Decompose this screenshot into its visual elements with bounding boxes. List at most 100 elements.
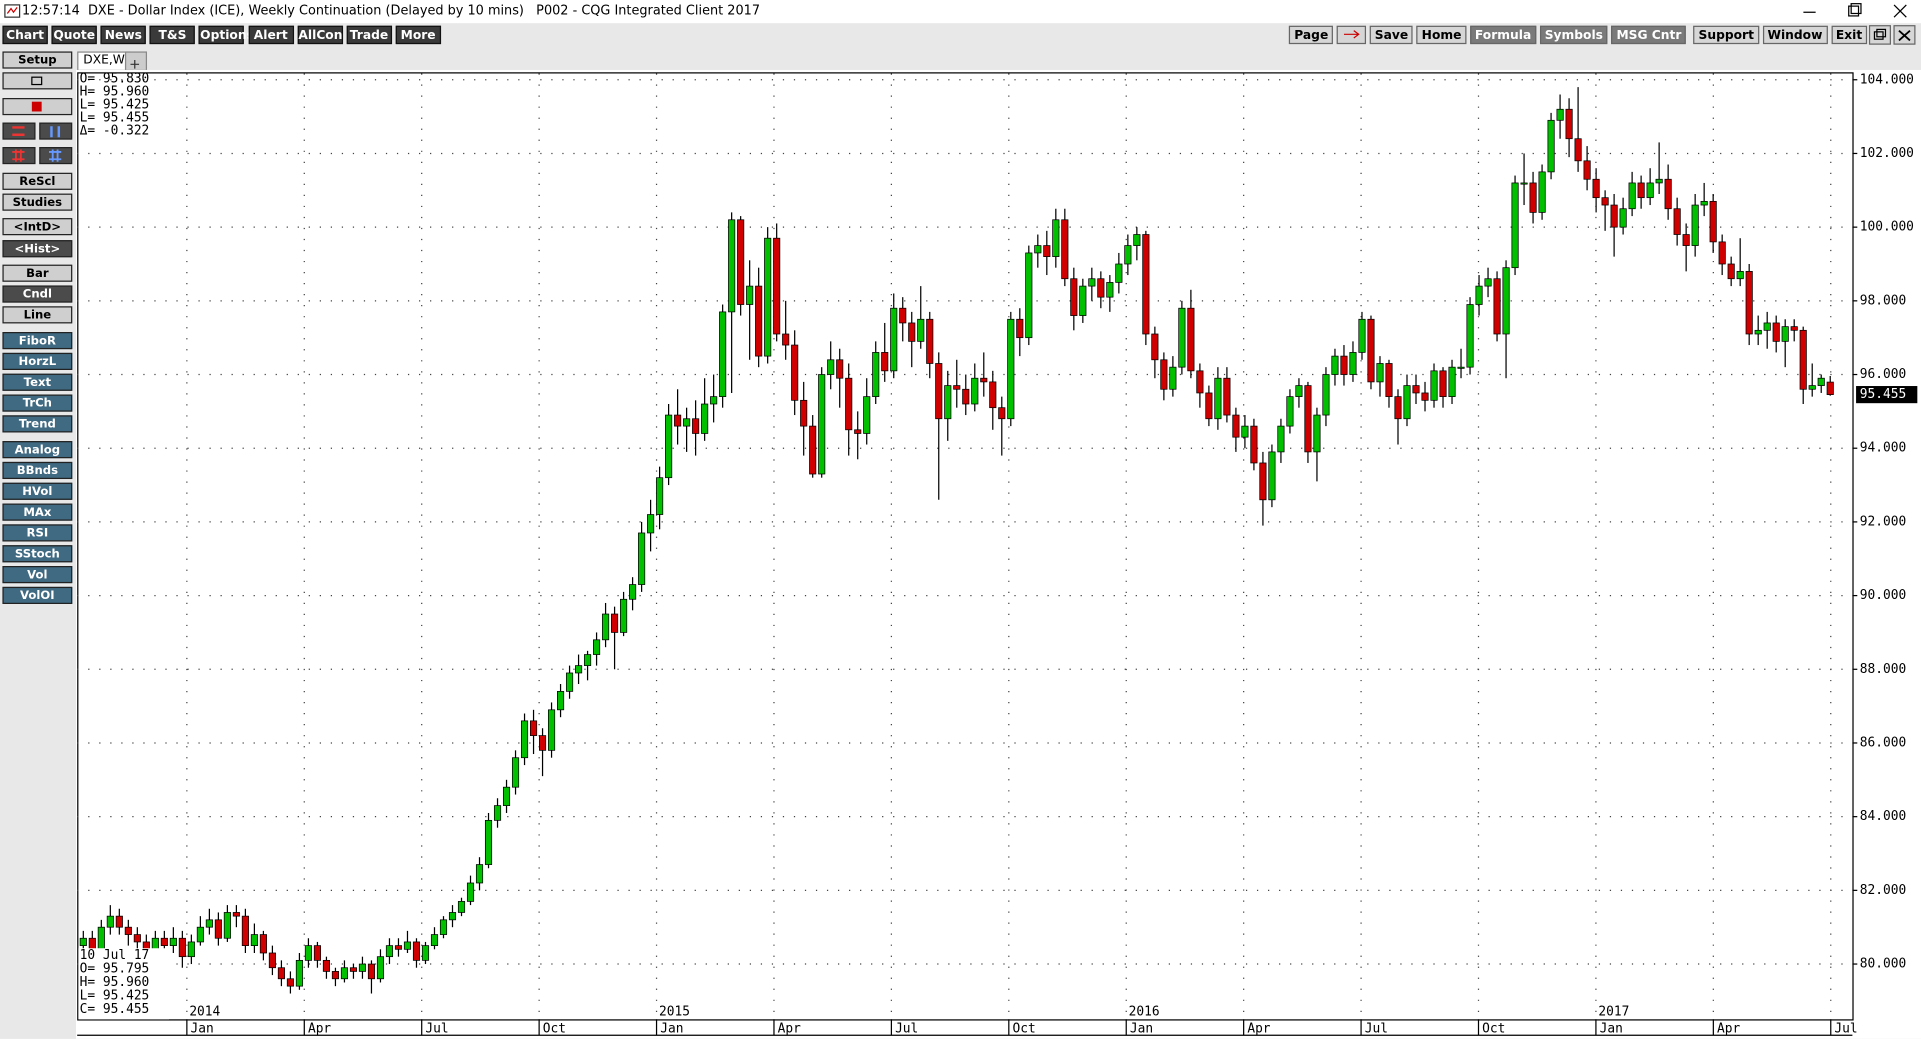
candle-body (223, 912, 231, 939)
sidebar-button[interactable]: Text (2, 373, 73, 391)
candle-body (1250, 425, 1258, 464)
candle-body (998, 407, 1006, 420)
candle-body (385, 945, 394, 958)
last-price-box (1856, 386, 1918, 404)
toolbar-icons[interactable] (1867, 23, 1918, 48)
candle-body (1079, 285, 1087, 316)
toolbar-button[interactable]: News (100, 25, 147, 45)
candle-body (430, 934, 439, 946)
candle-body (1331, 355, 1339, 375)
x-tick-label: Jan (1600, 1022, 1623, 1037)
sidebar-button[interactable]: <IntD> (2, 218, 73, 236)
sidebar-button[interactable]: HorzL (2, 352, 73, 370)
candle-body (1565, 108, 1573, 140)
sidebar-button[interactable]: Analog (2, 441, 73, 459)
sidebar-button[interactable]: ReScl (2, 172, 73, 190)
candle-body (737, 219, 745, 305)
sidebar-button[interactable]: Trend (2, 415, 73, 433)
toolbar-button[interactable]: Exit (1830, 25, 1868, 45)
candle-body (1421, 392, 1429, 401)
sidebar-button[interactable]: VolOI (2, 586, 73, 604)
toolbar-button[interactable]: Options (198, 25, 254, 45)
candle-body (800, 399, 808, 427)
candle-body (1313, 414, 1321, 453)
sidebar-button[interactable]: <Hist> (2, 240, 73, 258)
x-tick-label: Jan (191, 1022, 214, 1037)
candle-body (340, 967, 348, 980)
app-icon (4, 4, 21, 18)
sidebar-button[interactable]: TrCh (2, 394, 73, 412)
candle-body (1592, 178, 1600, 199)
toolbar-button[interactable]: Quote (51, 25, 97, 45)
toolbar-button[interactable]: More (395, 25, 441, 45)
candle-body (1124, 245, 1132, 265)
toolbar-button[interactable]: Trade (346, 25, 392, 45)
sidebar-button[interactable]: SStoch (2, 545, 73, 563)
candle-body (1646, 182, 1654, 199)
window-title: 12:57:14 DXE - Dollar Index (ICE), Weekl… (22, 3, 761, 19)
sidebar-button[interactable]: Bar (2, 264, 73, 282)
toolbar-button[interactable]: Support (1693, 25, 1759, 45)
add-tab[interactable] (124, 51, 148, 72)
candle-body (818, 374, 826, 475)
sidebar-button[interactable]: Cndl (2, 285, 73, 303)
candle-body (1466, 304, 1474, 368)
candle-body (1745, 270, 1753, 335)
toolbar-button[interactable]: Home (1416, 25, 1467, 45)
sidebar-icons[interactable] (0, 71, 76, 169)
sidebar-button[interactable]: Setup (2, 51, 73, 69)
candle-body (953, 385, 961, 390)
toolbar-button[interactable]: Page (1289, 25, 1334, 45)
toolbar-button[interactable]: T&S (149, 25, 196, 45)
candle-body (286, 978, 294, 987)
x-tick-label: Jul (1365, 1022, 1388, 1037)
chart-tab[interactable]: DXE,W (77, 51, 132, 72)
candle-body (259, 934, 267, 954)
candle-body (1322, 374, 1330, 416)
candle-body (908, 322, 916, 342)
candle-body (980, 377, 988, 383)
candle-body (575, 665, 583, 674)
candle-body (881, 352, 889, 372)
sidebar-button[interactable]: MAx (2, 503, 73, 521)
candle-body (511, 757, 520, 788)
sidebar-button[interactable]: BBnds (2, 461, 73, 480)
candle-body (1277, 425, 1285, 453)
toolbar-button[interactable]: AllCon (297, 25, 343, 45)
toolbar-button[interactable]: Formula (1470, 25, 1537, 45)
toolbar-button[interactable]: Alert (248, 25, 294, 45)
sidebar-button[interactable]: HVol (2, 482, 73, 500)
candle-body (773, 237, 781, 335)
y-tick-label: 94.000 (1860, 441, 1906, 456)
toolbar-button[interactable]: Save (1369, 25, 1414, 45)
sidebar-button[interactable]: Vol (2, 566, 73, 584)
toolbar-button[interactable]: MSG Cntr (1611, 25, 1687, 45)
candle-body (448, 912, 457, 921)
toolbar-button[interactable]: Window (1762, 25, 1828, 45)
candle-body (926, 318, 934, 364)
candle-body (1484, 278, 1492, 287)
sidebar-button[interactable]: Line (2, 306, 73, 324)
year-label: 2014 (189, 1004, 220, 1019)
candle-body (557, 691, 565, 711)
candle-body (403, 941, 412, 950)
sidebar-button[interactable]: Studies (2, 193, 73, 211)
candle-body (1673, 208, 1681, 235)
toolbar-button[interactable]: Symbols (1539, 25, 1608, 45)
candle-body (890, 307, 898, 372)
y-tick-label: 80.000 (1860, 957, 1906, 972)
candle-body (845, 377, 853, 431)
candle-body (1628, 182, 1636, 210)
candle-body (196, 926, 204, 943)
sidebar-button[interactable]: RSI (2, 524, 73, 542)
candle-body (1772, 322, 1780, 342)
nav-button[interactable] (1336, 25, 1367, 45)
candle-body (160, 937, 168, 946)
toolbar-button[interactable]: Chart (2, 25, 48, 45)
candle-body (1790, 326, 1798, 331)
window-controls[interactable] (1786, 0, 1921, 23)
sidebar-button[interactable]: FiboR (2, 332, 73, 350)
candle-body (394, 945, 403, 950)
candle-body (205, 919, 213, 928)
